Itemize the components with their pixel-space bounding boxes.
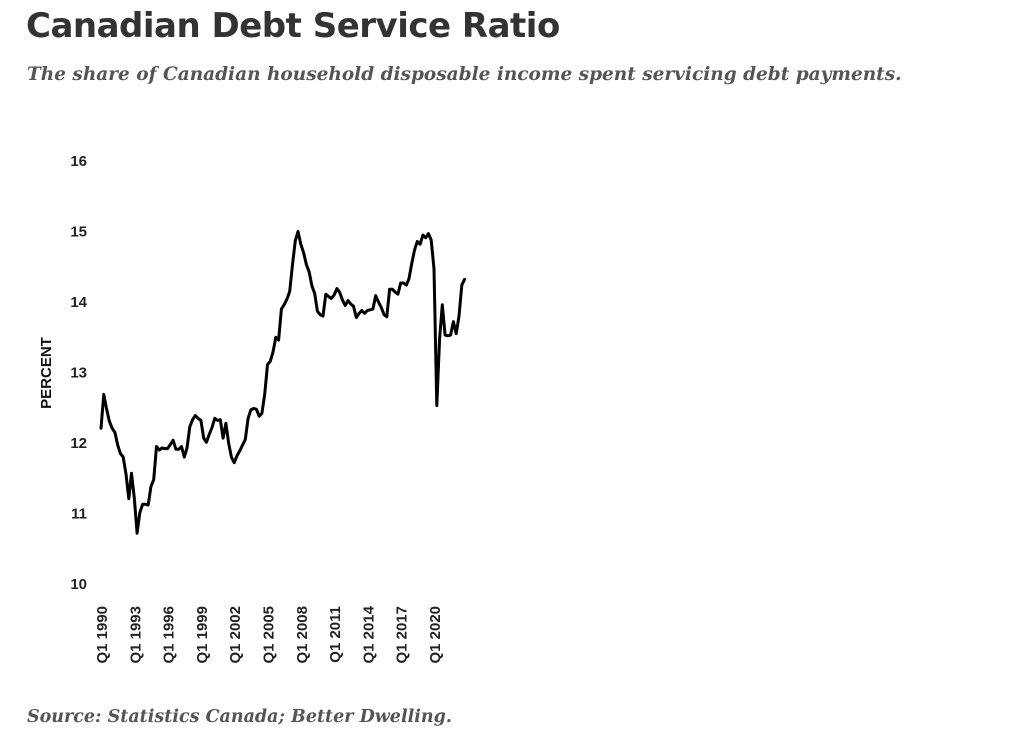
x-tick-label: Q1 2017 <box>394 606 411 664</box>
y-tick-label: 10 <box>70 576 87 593</box>
y-tick-label: 14 <box>70 294 87 311</box>
x-tick-label: Q1 1999 <box>194 606 211 664</box>
x-tick-label: Q1 2020 <box>427 606 444 664</box>
y-tick-label: 13 <box>70 365 87 382</box>
y-tick-label: 11 <box>71 506 87 523</box>
x-axis-ticks: Q1 1990 Q1 1993 Q1 1996 Q1 1999 Q1 2002 Q1 20… <box>94 605 444 663</box>
x-tick-label: Q1 2002 <box>227 606 244 664</box>
y-axis-label: PERCENT <box>38 337 55 409</box>
x-tick-label: Q1 2014 <box>360 605 377 663</box>
chart-title: Canadian Debt Service Ratio <box>26 6 560 46</box>
chart-subtitle: The share of Canadian household disposab… <box>27 64 902 85</box>
source-note: Source: Statistics Canada; Better Dwelli… <box>27 707 452 727</box>
x-tick-label: Q1 2005 <box>261 606 278 664</box>
x-tick-label: Q1 2011 <box>327 606 344 663</box>
x-tick-label: Q1 1996 <box>161 606 178 664</box>
y-tick-label: 15 <box>70 224 87 241</box>
x-tick-label: Q1 1990 <box>94 606 111 664</box>
y-axis-ticks: 10 11 12 13 14 15 16 <box>70 153 87 593</box>
x-tick-label: Q1 1993 <box>127 606 144 664</box>
y-tick-label: 12 <box>70 435 87 452</box>
x-tick-label: Q1 2008 <box>294 606 311 664</box>
series-line <box>99 230 466 535</box>
y-tick-label: 16 <box>70 153 87 170</box>
